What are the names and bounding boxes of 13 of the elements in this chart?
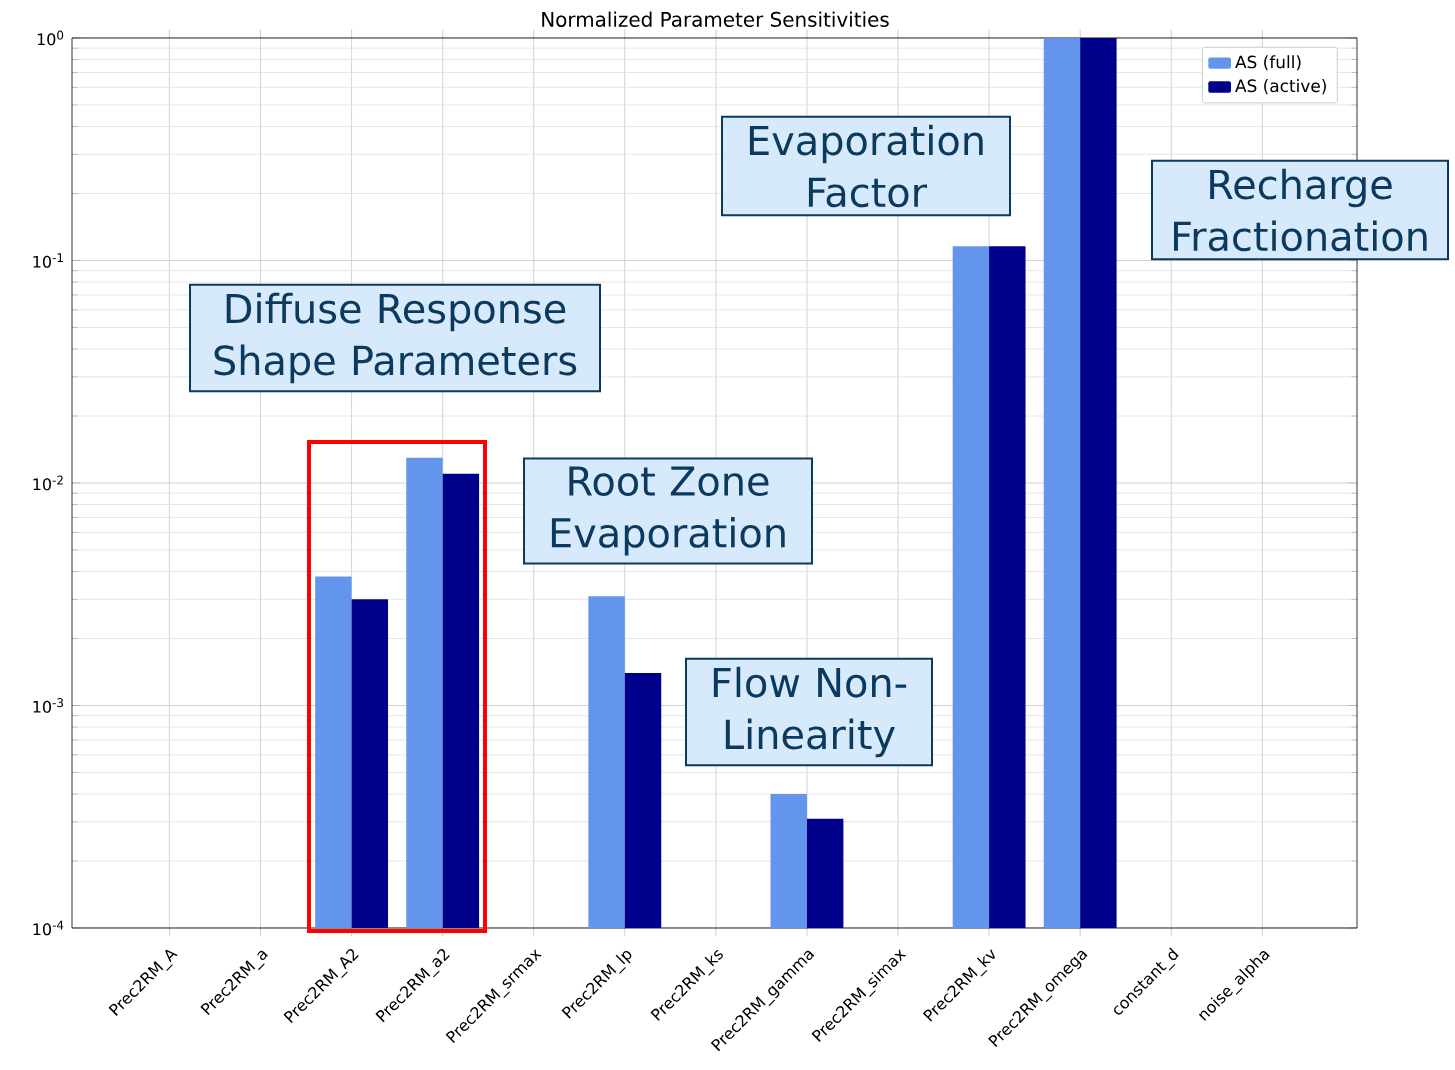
y-tick-label: 10$^{-3}$ bbox=[33, 698, 64, 713]
annotation: Evaporation Factor bbox=[749, 124, 983, 208]
y-tick-label: 10$^{-4}$ bbox=[33, 920, 64, 936]
y-tick-label: 10$^{-2}$ bbox=[33, 475, 63, 491]
annotation: Recharge Fractionation bbox=[1174, 168, 1427, 252]
legend-label: AS (active) bbox=[1235, 79, 1326, 95]
chart-title: Normalized Parameter Sensitivities bbox=[542, 11, 889, 27]
annotation: Flow Non-Linearity bbox=[713, 666, 907, 758]
annotation: Root Zone Evaporation bbox=[551, 466, 785, 556]
y-tick-label: 10$^{-1}$ bbox=[33, 253, 63, 268]
legend-label: AS (full) bbox=[1235, 55, 1301, 71]
y-tick-label: 10$^{0}$ bbox=[37, 30, 64, 46]
annotation: Diffuse Response Shape Parameters bbox=[214, 292, 577, 384]
